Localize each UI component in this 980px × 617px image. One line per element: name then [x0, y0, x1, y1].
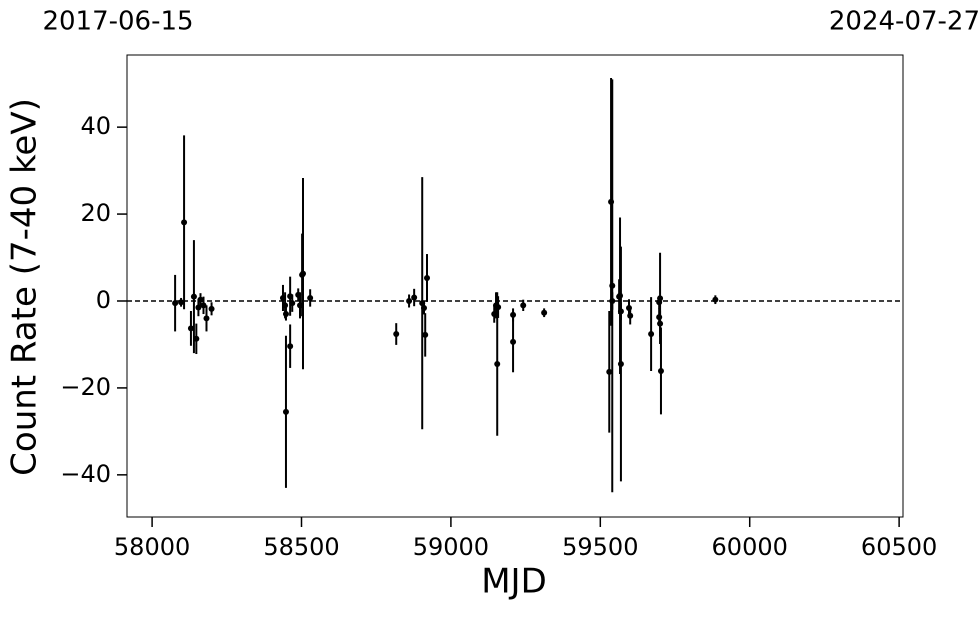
- x-axis-label: MJD: [481, 562, 547, 602]
- end-date: 2024-07-27: [829, 7, 980, 37]
- data-point: [178, 299, 185, 306]
- data-point: [617, 361, 624, 368]
- data-point: [282, 302, 289, 309]
- data-point: [393, 331, 400, 338]
- y-tick-label: −40: [60, 460, 111, 488]
- data-point: [422, 331, 429, 338]
- data-point: [197, 296, 204, 303]
- data-point: [609, 297, 616, 304]
- data-point: [193, 335, 200, 342]
- data-point: [421, 304, 428, 311]
- data-point: [520, 302, 527, 309]
- y-axis-label: Count Rate (7-40 keV): [5, 98, 45, 476]
- y-tick-label: 0: [96, 286, 111, 314]
- data-point: [657, 295, 664, 302]
- data-point: [203, 315, 210, 322]
- x-tick-label: 59500: [562, 533, 638, 561]
- y-tick-label: −20: [60, 373, 111, 401]
- data-point: [287, 343, 294, 350]
- data-point: [411, 294, 418, 301]
- data-point: [406, 297, 413, 304]
- x-tick-label: 60500: [861, 533, 937, 561]
- data-point: [510, 338, 517, 345]
- data-point: [606, 368, 613, 375]
- data-point: [208, 305, 215, 312]
- plot-frame: [126, 54, 904, 518]
- x-tick-label: 59000: [413, 533, 489, 561]
- data-point: [495, 304, 502, 311]
- data-point: [617, 308, 624, 315]
- data-point: [282, 408, 289, 415]
- data-point: [181, 219, 188, 226]
- y-tick-label: 40: [80, 112, 111, 140]
- x-tick-label: 58500: [263, 533, 339, 561]
- data-point: [289, 300, 296, 307]
- data-point: [172, 300, 179, 307]
- y-tick-label: 20: [80, 199, 111, 227]
- x-tick-label: 60000: [712, 533, 788, 561]
- data-point: [190, 293, 197, 300]
- data-point: [712, 296, 719, 303]
- data-point: [424, 274, 431, 281]
- data-point: [200, 302, 207, 309]
- data-point: [494, 361, 501, 368]
- data-point: [307, 294, 314, 301]
- data-point: [299, 270, 306, 277]
- start-date: 2017-06-15: [42, 7, 193, 37]
- data-point: [187, 325, 194, 332]
- data-point: [657, 367, 664, 374]
- data-point: [609, 282, 616, 289]
- data-point: [627, 312, 634, 319]
- data-point: [648, 331, 655, 338]
- x-tick-label: 58000: [114, 533, 190, 561]
- data-point: [282, 311, 289, 318]
- data-point: [541, 309, 548, 316]
- data-point: [510, 311, 517, 318]
